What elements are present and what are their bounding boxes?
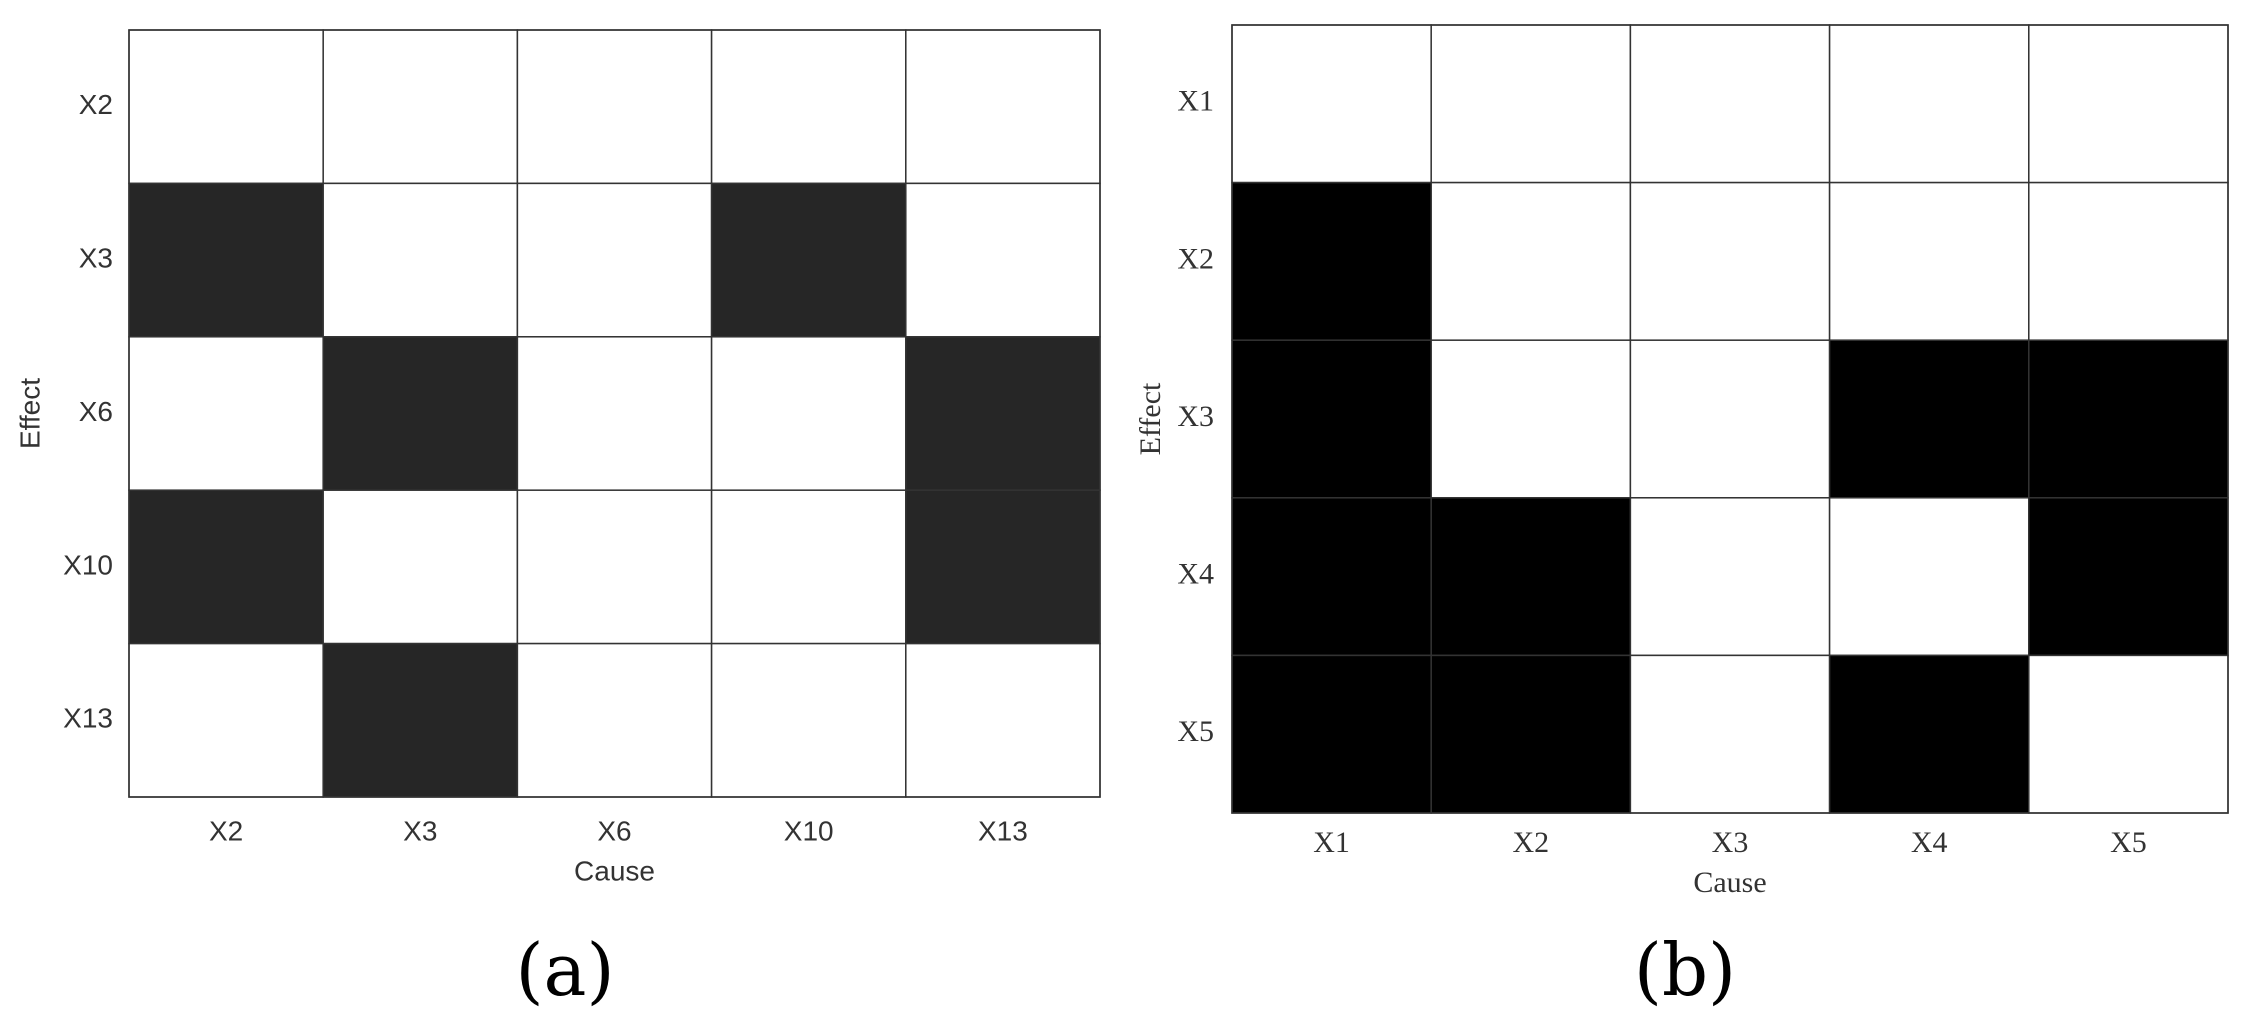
heatmap-cell [1629, 654, 1831, 814]
heatmap-cell [128, 642, 324, 798]
heatmap-cell [1430, 24, 1632, 184]
heatmap-cell [2028, 339, 2229, 499]
y-tick-label: X6 [79, 396, 113, 427]
x-tick-label: X4 [1911, 826, 1948, 859]
y-tick-label: X1 [1177, 85, 1214, 118]
heatmap-cell [322, 642, 519, 798]
heatmap-cell [1828, 24, 2030, 184]
y-tick-label: X13 [63, 703, 113, 734]
heatmap-cell [1629, 339, 1831, 499]
heatmap-cell [128, 29, 324, 185]
x-tick-label: X10 [784, 815, 834, 846]
heatmap-cell [1231, 339, 1432, 499]
x-axis-label: Cause [1693, 866, 1766, 899]
heatmap-cell [710, 489, 907, 645]
heatmap-cell [2028, 654, 2229, 814]
heatmap-cell [905, 29, 1101, 185]
heatmap-cell [1629, 181, 1831, 341]
y-axis-label: Effect [1134, 382, 1167, 455]
heatmap-cell [128, 336, 324, 491]
y-tick-label: X4 [1177, 557, 1214, 590]
heatmap-cell [710, 336, 907, 491]
heatmap-cell [1828, 339, 2030, 499]
heatmap-cell [322, 29, 519, 185]
heatmap-cell [1629, 497, 1831, 657]
heatmap-cell [2028, 24, 2229, 184]
heatmap-cell [2028, 497, 2229, 657]
heatmap-cell [2028, 181, 2229, 341]
panel-label: (a) [515, 928, 614, 1012]
y-tick-label: X3 [79, 242, 113, 273]
heatmap-cell [516, 336, 713, 491]
heatmap-cell [1231, 654, 1432, 814]
heatmap-cell [516, 182, 713, 338]
heatmap-cell [905, 336, 1101, 491]
heatmap-cell [1430, 181, 1632, 341]
heatmap-panel: X1 X2 X3 X4 X5 X1 X2 X3 X4 X5 Cause Effect (b) [1134, 24, 2229, 1012]
heatmap-cell [128, 182, 324, 338]
plot-frame [128, 29, 1101, 798]
heatmap-cell [905, 489, 1101, 645]
heatmap-cell [322, 489, 519, 645]
heatmap-panel: X2 X3 X6 X10 X13 X2 X3 X6 X10 X13 Cause Effect (a) [14, 29, 1101, 1012]
heatmap-cell [1828, 181, 2030, 341]
y-tick-label: X5 [1177, 715, 1214, 748]
panel-label: (b) [1634, 928, 1736, 1012]
x-tick-label: X3 [403, 815, 437, 846]
heatmap-cell [516, 642, 713, 798]
heatmap-cell [905, 642, 1101, 798]
heatmap-cell [516, 489, 713, 645]
y-axis-label: Effect [14, 378, 45, 449]
heatmap-cell [1430, 497, 1632, 657]
x-axis-label: Cause [574, 855, 655, 886]
y-tick-label: X3 [1177, 400, 1214, 433]
heatmap-cell [1231, 181, 1432, 341]
heatmap-cell [1828, 497, 2030, 657]
heatmap-cell [1430, 339, 1632, 499]
heatmap-cell [710, 182, 907, 338]
y-tick-label: X2 [1177, 242, 1214, 275]
x-tick-label: X6 [597, 815, 631, 846]
heatmap-cell [322, 336, 519, 491]
heatmap-cell [1629, 24, 1831, 184]
heatmap-cell [710, 29, 907, 185]
x-tick-label: X13 [978, 815, 1028, 846]
x-tick-label: X2 [1512, 826, 1549, 859]
x-tick-label: X3 [1712, 826, 1749, 859]
heatmap-cell [905, 182, 1101, 338]
heatmap-cell [516, 29, 713, 185]
x-tick-label: X5 [2110, 826, 2147, 859]
plot-frame [1231, 24, 2229, 814]
heatmap-cell [322, 182, 519, 338]
heatmap-cell [1231, 24, 1432, 184]
heatmap-cell [1430, 654, 1632, 814]
x-tick-label: X2 [209, 815, 243, 846]
heatmap-cell [1231, 497, 1432, 657]
heatmap-cell [128, 489, 324, 645]
y-tick-label: X2 [79, 89, 113, 120]
heatmap-cell [1828, 654, 2030, 814]
x-tick-label: X1 [1313, 826, 1350, 859]
y-tick-label: X10 [63, 549, 113, 580]
heatmap-cell [710, 642, 907, 798]
